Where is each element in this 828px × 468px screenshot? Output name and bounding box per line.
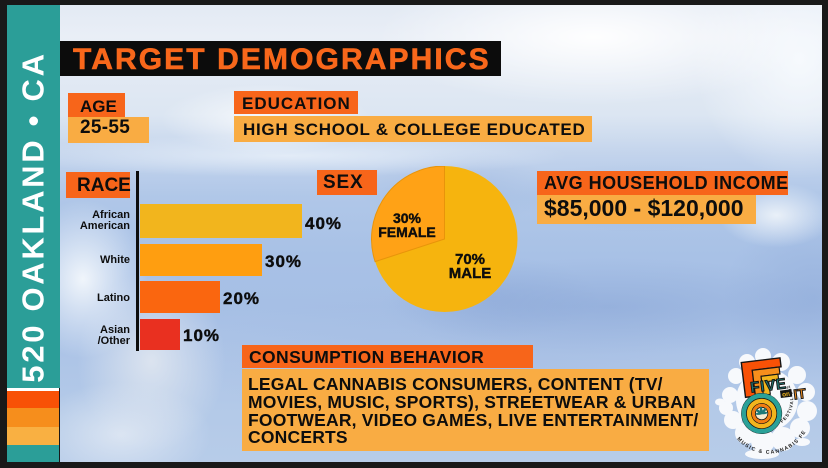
svg-text:FIVE: FIVE <box>749 375 787 396</box>
svg-text:on: on <box>782 391 791 399</box>
svg-text:IT: IT <box>793 385 808 402</box>
